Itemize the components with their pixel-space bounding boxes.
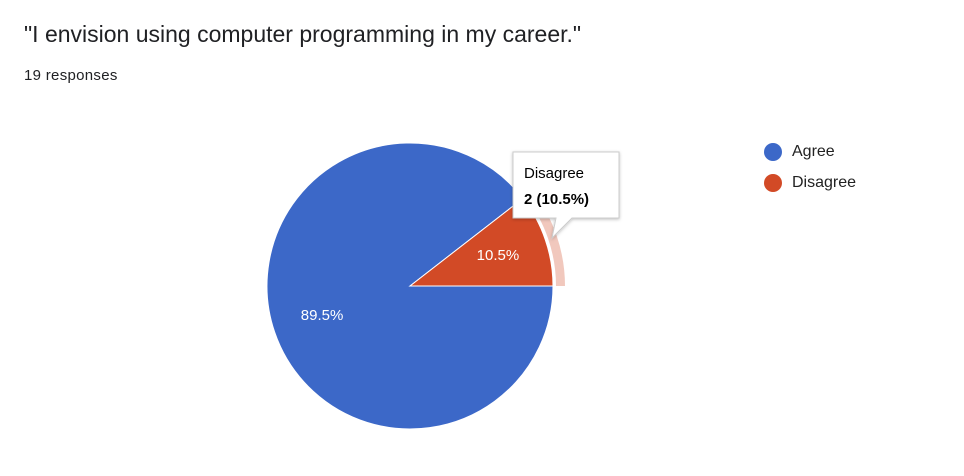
chart-subtitle: 19 responses (24, 67, 118, 84)
tooltip-category: Disagree (524, 165, 584, 182)
tooltip-value: 2 (10.5%) (524, 191, 589, 208)
legend: Agree Disagree (764, 143, 856, 192)
tooltip (512, 151, 620, 240)
slice-label: 10.5% (477, 247, 520, 264)
slice-label: 89.5% (301, 307, 344, 324)
legend-label: Disagree (792, 174, 856, 191)
tooltip-box (512, 151, 620, 240)
chart-title: "I envision using computer programming i… (24, 21, 581, 47)
legend-label: Agree (792, 143, 835, 160)
legend-swatch (764, 143, 782, 161)
slice-highlight (525, 190, 565, 286)
pie: 89.5% 10.5% (266, 142, 565, 430)
legend-swatch (764, 174, 782, 192)
